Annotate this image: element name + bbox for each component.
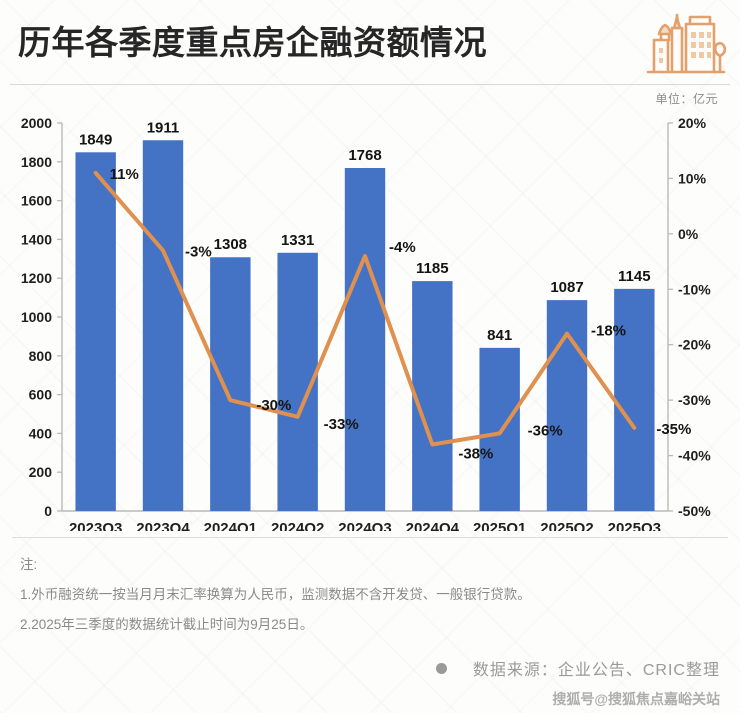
- left-axis-tick-label: 1200: [21, 270, 52, 286]
- bar-value-label: 1768: [348, 147, 381, 164]
- right-axis-tick-label: -40%: [678, 448, 711, 464]
- chart-area: 0 200 400 600 800 1000 1200 1400 1600 1800 2000 -50…: [0, 111, 740, 531]
- line-value-label: -3%: [185, 243, 212, 260]
- right-axis-tick-label: 10%: [678, 170, 707, 186]
- bar: [479, 347, 520, 511]
- bar: [75, 152, 116, 511]
- page-title: 历年各季度重点房企融资额情况: [18, 23, 487, 61]
- bar-value-label: 841: [487, 327, 512, 344]
- left-axis-tick-label: 2000: [21, 115, 52, 131]
- left-axis-tick-label: 1000: [21, 309, 52, 325]
- right-axis-tick-label: -50%: [678, 503, 711, 519]
- bar-value-label: 1849: [79, 131, 112, 148]
- x-axis-tick-label: 2023Q4: [136, 520, 190, 531]
- right-axis-tick-label: -30%: [678, 392, 711, 408]
- left-axis-tick-label: 800: [29, 348, 53, 364]
- line-value-label: -33%: [324, 416, 359, 433]
- bar: [614, 288, 655, 511]
- line-value-label: -4%: [389, 239, 416, 256]
- x-axis-tick-label: 2023Q3: [69, 520, 122, 531]
- notes-block: 注: 1.外币融资统一按当月月末汇率换算为人民币，监测数据不含开发贷、一般银行贷…: [0, 538, 740, 640]
- x-axis-tick-label: 2025Q3: [608, 520, 661, 531]
- line-value-label: -36%: [528, 422, 563, 439]
- bar-value-label: 1145: [618, 268, 651, 285]
- line-value-label: -35%: [656, 421, 691, 438]
- site-watermark: 搜狐号@搜狐焦点嘉峪关站: [552, 691, 720, 707]
- left-axis-tick-label: 1400: [21, 231, 52, 247]
- bar-value-label: 1911: [147, 119, 180, 136]
- x-axis-tick-label: 2024Q1: [204, 520, 257, 531]
- header-divider: [10, 84, 730, 85]
- notes-heading: 注:: [20, 557, 38, 572]
- bar-value-label: 1087: [550, 279, 583, 296]
- right-axis-tick-label: 20%: [678, 115, 707, 131]
- bar: [142, 140, 184, 512]
- x-axis-tick-label: 2024Q3: [338, 520, 391, 531]
- notes-divider: [12, 537, 728, 538]
- data-source-text: 数据来源：企业公告、CRIC整理: [472, 662, 720, 679]
- right-axis-tick-label: -10%: [678, 281, 711, 297]
- left-axis-tick-label: 1800: [21, 154, 52, 170]
- note-item-2: 2.2025年三季度的数据统计截止时间为9月25日。: [20, 617, 314, 632]
- bar-value-label: 1308: [214, 236, 247, 253]
- combo-bar-line-chart: 0 200 400 600 800 1000 1200 1400 1600 1800 2000 -50…: [21, 115, 711, 531]
- note-item-1: 1.外币融资统一按当月月末汇率换算为人民币，监测数据不含开发贷、一般银行贷款。: [20, 587, 531, 602]
- left-axis-tick-label: 400: [29, 425, 53, 441]
- source-row: 数据来源：企业公告、CRIC整理: [0, 656, 740, 680]
- left-axis-tick-label: 0: [44, 503, 52, 519]
- right-axis-tick-label: -20%: [678, 337, 711, 353]
- buildings-icon: [646, 13, 726, 74]
- bar: [210, 257, 251, 511]
- x-axis-tick-label: 2025Q1: [473, 520, 526, 531]
- x-axis-tick-label: 2025Q2: [540, 520, 593, 531]
- bar-value-label: 1331: [281, 232, 314, 249]
- line-value-label: -18%: [591, 323, 626, 340]
- left-axis-tick-label: 600: [29, 387, 53, 403]
- left-axis-tick-label: 1600: [21, 193, 52, 209]
- bar-value-label: 1185: [416, 260, 449, 277]
- line-value-label: -30%: [256, 397, 291, 414]
- line-value-label: 11%: [110, 166, 139, 183]
- x-axis-tick-label: 2024Q4: [406, 520, 460, 531]
- trend-line: [93, 170, 637, 447]
- right-axis-tick-label: 0%: [678, 226, 699, 242]
- bullet-icon: [435, 662, 447, 674]
- unit-label: 单位：亿元: [655, 91, 718, 106]
- bar: [344, 168, 386, 511]
- left-axis-tick-label: 200: [29, 464, 53, 480]
- chart-header: 历年各季度重点房企融资额情况: [0, 0, 740, 84]
- x-axis-tick-label: 2024Q2: [271, 520, 324, 531]
- line-value-label: -38%: [458, 445, 493, 462]
- unit-row: 单位：亿元: [0, 85, 740, 111]
- bar: [412, 281, 453, 511]
